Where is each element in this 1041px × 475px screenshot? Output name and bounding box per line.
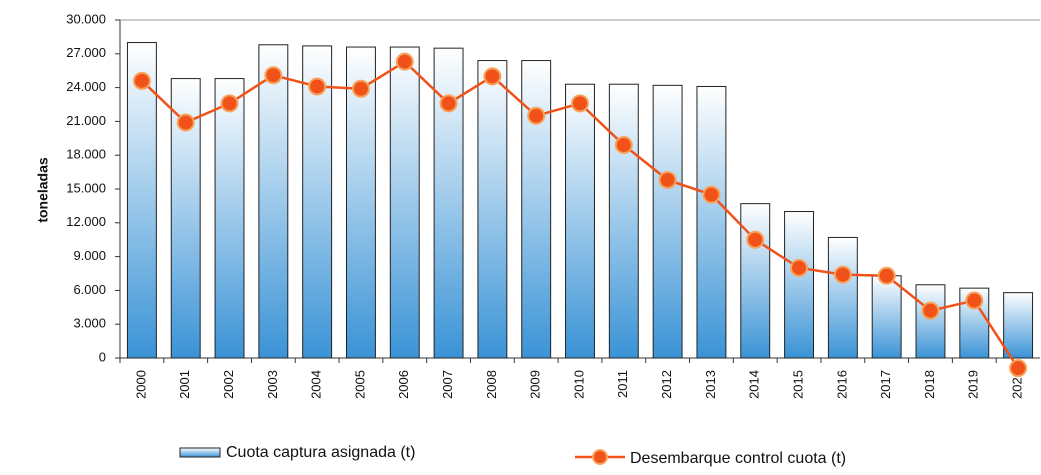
marker (833, 265, 852, 284)
marker (395, 52, 414, 71)
x-tick-label: 2013 (703, 370, 718, 399)
bar (652, 84, 683, 359)
marker (527, 106, 546, 125)
x-tick-label: 2017 (878, 370, 893, 399)
marker (702, 185, 721, 204)
x-tick-label: 2016 (834, 370, 849, 399)
y-tick-label: 15.000 (66, 180, 106, 195)
legend-swatch (592, 449, 608, 465)
bar (126, 42, 157, 359)
marker (877, 266, 896, 285)
y-tick-label: 3.000 (73, 316, 106, 331)
bar (345, 46, 376, 359)
marker (176, 113, 195, 132)
bar (565, 83, 595, 359)
marker (132, 71, 151, 90)
marker (746, 230, 765, 249)
x-tick-label: 2019 (966, 370, 981, 399)
marker (308, 77, 327, 96)
bar (214, 78, 245, 359)
x-tick-label: 2010 (571, 370, 586, 399)
x-tick-label: 2005 (352, 370, 367, 399)
marker (439, 94, 458, 113)
y-tick-label: 24.000 (66, 79, 106, 94)
x-tick-label: 2008 (484, 370, 499, 399)
marker (351, 79, 370, 98)
bar (477, 60, 508, 359)
x-tick-label: 2020 (1010, 370, 1025, 399)
marker (790, 258, 809, 277)
bar (871, 275, 902, 359)
x-tick-label: 2003 (265, 370, 280, 399)
x-tick-label: 2014 (747, 370, 762, 399)
bar (258, 44, 289, 359)
marker (571, 94, 589, 113)
marker (483, 67, 502, 86)
bar (1003, 292, 1034, 359)
bar (608, 83, 639, 359)
y-axis-label: toneladas (35, 157, 51, 223)
bar (784, 211, 815, 359)
y-tick-label: 30.000 (66, 11, 106, 26)
x-tick-label: 2012 (659, 370, 674, 399)
bar (433, 47, 464, 359)
legend-label: Cuota captura asignada (t) (226, 444, 415, 461)
legend-swatch (179, 447, 221, 458)
x-tick-label: 2006 (396, 370, 411, 399)
x-tick-label: 2002 (221, 370, 236, 399)
marker (220, 94, 239, 113)
y-tick-label: 9.000 (73, 248, 106, 263)
marker (965, 291, 984, 310)
y-tick-label: 6.000 (73, 282, 106, 297)
y-tick-label: 21.000 (66, 113, 106, 128)
x-tick-label: 2018 (922, 370, 937, 399)
bar (696, 85, 727, 359)
x-tick-label: 2015 (790, 370, 805, 399)
marker (1009, 359, 1028, 378)
bar (740, 203, 771, 359)
bar (389, 46, 420, 359)
y-tick-label: 18.000 (66, 147, 106, 162)
bar (302, 45, 333, 359)
marker (921, 301, 940, 320)
bar (915, 284, 946, 359)
marker (658, 170, 677, 189)
x-tick-label: 2009 (528, 370, 543, 399)
y-tick-label: 27.000 (66, 45, 106, 60)
marker (264, 66, 283, 85)
x-tick-label: 2001 (177, 370, 192, 399)
marker (614, 136, 633, 155)
x-tick-label: 2000 (133, 370, 148, 399)
x-tick-label: 2007 (440, 370, 455, 399)
y-tick-label: 12.000 (66, 214, 106, 229)
bar (827, 236, 858, 359)
x-tick-label: 2011 (615, 370, 630, 398)
x-tick-label: 2004 (309, 370, 324, 399)
y-tick-label: 0 (99, 349, 106, 364)
legend-label: Desembarque control cuota (t) (630, 450, 846, 467)
